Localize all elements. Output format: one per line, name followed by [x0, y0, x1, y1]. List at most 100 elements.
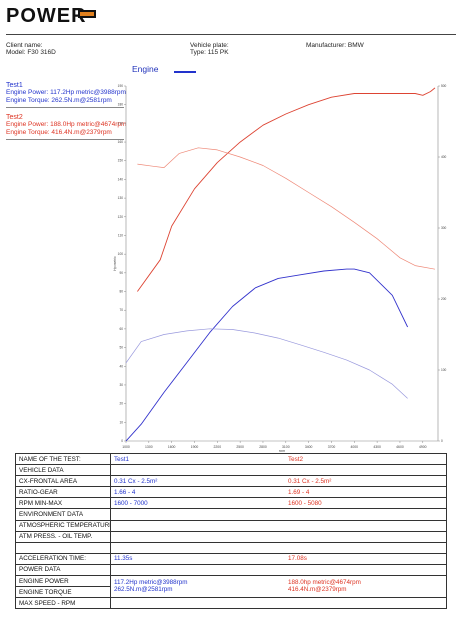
x-tick-label: 1600	[168, 445, 176, 449]
table-row: POWER DATA	[15, 563, 447, 577]
table-cell	[285, 464, 447, 477]
y-left-tick-label: 180	[118, 103, 124, 107]
series-line-test1-power	[125, 268, 409, 442]
y-left-tick-label: 0	[121, 439, 123, 443]
y-right-tick-label: 300	[441, 226, 447, 230]
table-cell	[285, 541, 447, 554]
y-left-tick-label: 30	[119, 383, 123, 387]
y-left-tick-label: 170	[118, 121, 124, 125]
y-left-tick-label: 190	[118, 84, 124, 88]
y-left-tick-label: 120	[118, 215, 124, 219]
y-left-tick-label: 20	[119, 402, 123, 406]
y-right-tick-label: 100	[441, 368, 447, 372]
test1-power: Engine Power: 117.2Hp metric@3988rpm	[6, 89, 126, 97]
table-row: ATMOSPHERIC TEMPERATURE:	[15, 519, 447, 532]
table-row: ENVIRONMENT DATA	[15, 508, 447, 521]
test2-torque-value: 416.4N.m@2379rpm	[288, 585, 347, 593]
y-left-tick-label: 90	[119, 271, 123, 275]
x-tick-label: 3700	[328, 445, 336, 449]
y-left-tick-label: 100	[118, 252, 124, 256]
test1-torque: Engine Torque: 262.5N.m@2581rpm	[6, 96, 112, 104]
y-left-tick-label: 80	[119, 290, 123, 294]
y-left-tick-label: 160	[118, 140, 124, 144]
series-line-test2-torque	[137, 147, 436, 270]
table-row	[15, 541, 447, 554]
table-row-engine-power: ENGINE POWER 117.2Hp metric@3988rpm 262.…	[15, 575, 447, 599]
test2-power: Engine Power: 188.0Hp metric@4674rpm	[6, 121, 127, 129]
table-cell	[110, 563, 285, 577]
y-left-tick-label: 140	[118, 177, 124, 181]
table-cell: 0.31 Cx - 2.5m²	[110, 475, 285, 488]
table-cell: 1.66 - 4	[110, 486, 285, 499]
table-cell	[110, 530, 285, 543]
table-cell: ATM PRESS. - OIL TEMP.	[15, 530, 111, 543]
table-cell: CX-FRONTAL AREA	[15, 475, 111, 488]
test2-power-torque-cell: 188.0hp metric@4674rpm 416.4N.m@2379rpm	[285, 575, 447, 599]
y-left-tick-label: 60	[119, 327, 123, 331]
test1-power-value: 117.2Hp metric@3988rpm	[114, 579, 188, 587]
test-spec-table: NAME OF THE TEST: Test1 Test2 VEHICLE DA…	[15, 452, 447, 610]
table-cell: RPM MIN-MAX	[15, 497, 111, 510]
y-left-axis-label: Hp metric	[113, 256, 117, 271]
y-left-tick-label: 130	[118, 196, 124, 200]
test1-name: Test1	[6, 82, 23, 89]
y-right-tick-label: 500	[441, 84, 447, 88]
y-right-tick-label: 0	[441, 439, 443, 443]
test2-divider	[6, 139, 124, 140]
table-cell	[110, 508, 285, 521]
logo-text: POWER	[6, 5, 87, 26]
table-cell	[110, 541, 285, 554]
x-tick-label: 1300	[145, 445, 153, 449]
y-left-tick-label: 150	[118, 159, 124, 163]
series-line-test2-power	[137, 87, 436, 292]
x-tick-label: 4600	[396, 445, 404, 449]
x-tick-label: 4300	[373, 445, 381, 449]
y-left-tick-label: 50	[119, 346, 123, 350]
y-left-tick-label: 10	[119, 420, 123, 424]
table-row: RPM MIN-MAX 1600 - 7000 1600 - 5080	[15, 497, 447, 510]
test2-power-value: 188.0hp metric@4674rpm	[288, 579, 361, 587]
x-tick-label: 4000	[351, 445, 359, 449]
max-speed-label: MAX SPEED - RPM	[15, 597, 111, 610]
y-right-tick-label: 200	[441, 297, 447, 301]
header-divider	[6, 34, 456, 35]
test2-info: Test2 Engine Power: 188.0Hp metric@4674r…	[6, 114, 126, 136]
y-left-tick-label: 40	[119, 364, 123, 368]
x-tick-label: 2800	[259, 445, 267, 449]
y-left-tick-label: 70	[119, 308, 123, 312]
table-row: ACCELERATION TIME: 11.35s 17.08s	[15, 552, 447, 565]
table-header-row: NAME OF THE TEST: Test1 Test2	[15, 452, 447, 466]
x-tick-label: 1900	[191, 445, 199, 449]
table-cell: 1600 - 7000	[110, 497, 285, 510]
table-cell: NAME OF THE TEST:	[15, 452, 111, 466]
table-cell	[110, 464, 285, 477]
table-cell	[110, 519, 285, 532]
x-tick-label: 4900	[419, 445, 427, 449]
table-row: VEHICLE DATA	[15, 464, 447, 477]
table-cell	[15, 541, 111, 554]
table-cell: VEHICLE DATA	[15, 464, 111, 477]
table-cell	[285, 530, 447, 543]
table-cell: 1600 - 5080	[285, 497, 447, 510]
x-tick-label: 3100	[282, 445, 290, 449]
dyno-chart: 1000 1300 1600 1900 2200 2500 2800 3100 3400 3700…	[113, 84, 447, 452]
table-cell: POWER DATA	[15, 563, 111, 577]
table-cell	[110, 597, 285, 610]
table-row: CX-FRONTAL AREA 0.31 Cx - 2.5m² 0.31 Cx - …	[15, 475, 447, 488]
table-cell: Test2	[285, 452, 447, 466]
table-cell: ENVIRONMENT DATA	[15, 508, 111, 521]
test1-torque-value: 262.5N.m@2581rpm	[114, 585, 173, 593]
table-cell	[285, 563, 447, 577]
table-cell: ACCELERATION TIME:	[15, 552, 111, 565]
table-cell	[285, 519, 447, 532]
x-tick-label: 2200	[214, 445, 222, 449]
table-cell: 1.69 - 4	[285, 486, 447, 499]
legend-swatch	[174, 71, 196, 73]
test1-info: Test1 Engine Power: 117.2Hp metric@3988r…	[6, 82, 126, 104]
table-row: ATM PRESS. - OIL TEMP.	[15, 530, 447, 543]
table-cell: RATIO-GEAR	[15, 486, 111, 499]
table-cell: Test1	[110, 452, 285, 466]
table-cell: 17.08s	[285, 552, 447, 565]
chart-title: Engine	[132, 64, 159, 74]
table-row-max-speed: MAX SPEED - RPM	[15, 597, 447, 610]
